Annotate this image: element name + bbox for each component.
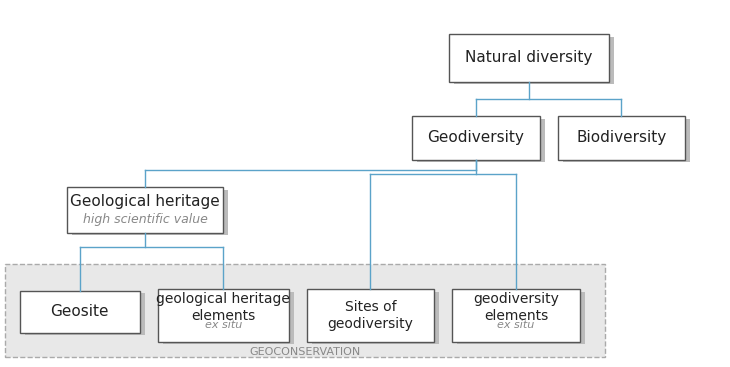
Text: Biodiversity: Biodiversity bbox=[576, 131, 666, 145]
FancyBboxPatch shape bbox=[558, 116, 685, 160]
Text: geological heritage
elements: geological heritage elements bbox=[156, 292, 290, 323]
FancyBboxPatch shape bbox=[307, 289, 434, 342]
FancyBboxPatch shape bbox=[412, 116, 539, 160]
Text: Geological heritage: Geological heritage bbox=[70, 195, 220, 210]
Text: Sites of
geodiversity: Sites of geodiversity bbox=[328, 301, 413, 331]
Text: GEOCONSERVATION: GEOCONSERVATION bbox=[250, 347, 361, 357]
FancyBboxPatch shape bbox=[72, 190, 228, 235]
FancyBboxPatch shape bbox=[163, 292, 293, 345]
Text: geodiversity
elements: geodiversity elements bbox=[473, 292, 559, 323]
FancyBboxPatch shape bbox=[458, 292, 585, 345]
Text: Geodiversity: Geodiversity bbox=[428, 131, 524, 145]
FancyBboxPatch shape bbox=[418, 119, 545, 162]
Text: high scientific value: high scientific value bbox=[82, 212, 207, 225]
FancyBboxPatch shape bbox=[454, 37, 614, 84]
Text: Geosite: Geosite bbox=[50, 304, 109, 319]
FancyBboxPatch shape bbox=[453, 289, 580, 342]
Text: Natural diversity: Natural diversity bbox=[465, 50, 592, 65]
Text: ex situ: ex situ bbox=[204, 320, 242, 330]
Text: ex situ: ex situ bbox=[497, 320, 534, 330]
FancyBboxPatch shape bbox=[312, 292, 439, 345]
FancyBboxPatch shape bbox=[563, 119, 690, 162]
FancyBboxPatch shape bbox=[25, 294, 145, 335]
FancyBboxPatch shape bbox=[158, 289, 288, 342]
FancyBboxPatch shape bbox=[20, 291, 139, 333]
FancyBboxPatch shape bbox=[67, 187, 223, 233]
FancyBboxPatch shape bbox=[449, 34, 609, 81]
FancyBboxPatch shape bbox=[5, 264, 605, 356]
